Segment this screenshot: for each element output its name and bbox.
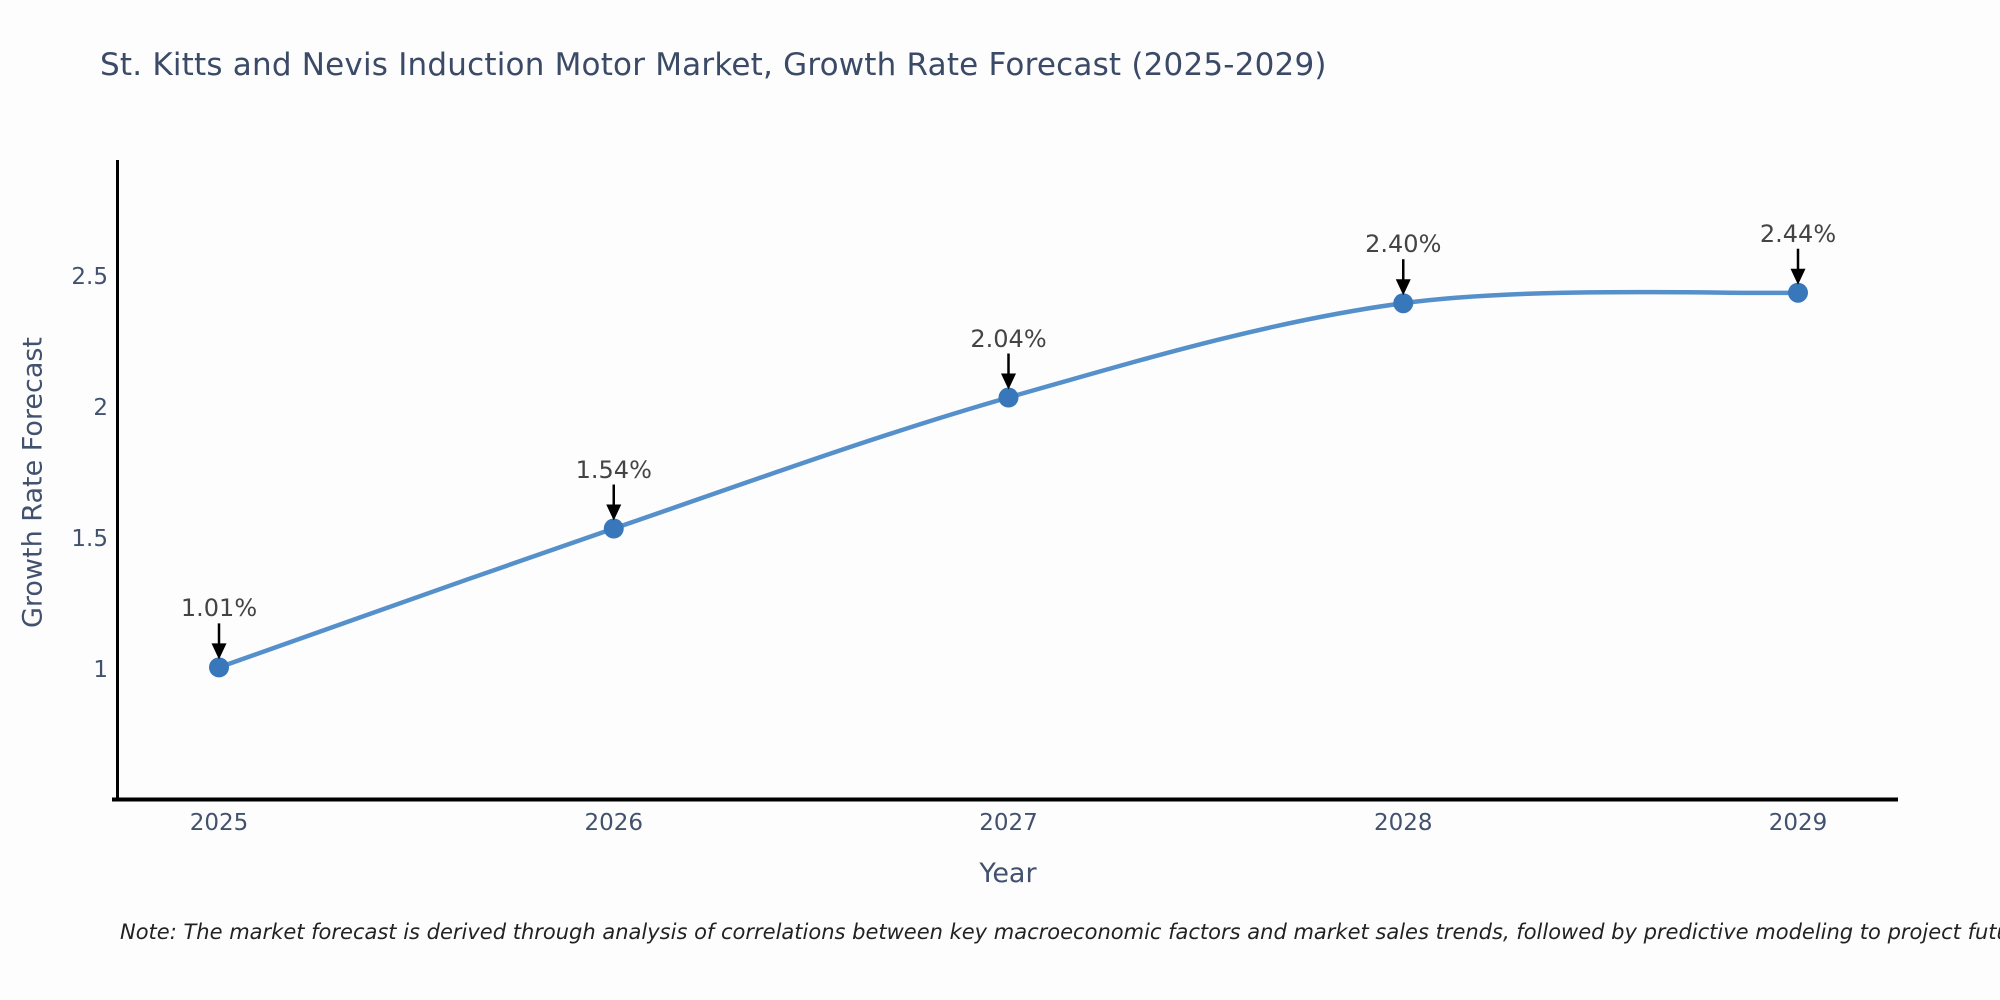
x-tick-label: 2025 xyxy=(189,810,249,836)
data-point-marker xyxy=(1393,293,1414,314)
x-tick-label: 2027 xyxy=(979,810,1038,836)
annotation-arrow-head xyxy=(211,643,227,660)
data-point-marker xyxy=(209,657,229,678)
data-point-marker xyxy=(603,518,624,539)
point-value-label: 2.04% xyxy=(970,324,1047,353)
point-value-label: 1.01% xyxy=(180,594,258,623)
point-value-label: 2.40% xyxy=(1365,230,1442,259)
y-tick-label: 2.5 xyxy=(71,264,108,290)
footnote: Note: The market forecast is derived thr… xyxy=(120,920,2000,944)
x-tick-label: 2029 xyxy=(1768,810,1828,836)
annotation-arrow-head xyxy=(1395,279,1411,296)
point-value-label: 2.44% xyxy=(1759,219,1837,248)
annotation-arrow-head xyxy=(1790,268,1806,285)
x-axis-title: Year xyxy=(979,858,1037,889)
y-tick-label: 2 xyxy=(93,395,108,421)
data-point-marker xyxy=(1788,282,1808,303)
y-tick-label: 1 xyxy=(93,657,108,683)
chart-title: St. Kitts and Nevis Induction Motor Mark… xyxy=(100,47,1327,83)
point-value-label: 1.54% xyxy=(575,455,652,484)
annotation-arrow-head xyxy=(606,504,622,521)
annotation-arrow-head xyxy=(1001,373,1016,390)
y-tick-label: 1.5 xyxy=(71,526,108,552)
x-tick-label: 2028 xyxy=(1373,810,1433,836)
x-tick-label: 2026 xyxy=(584,810,644,836)
data-point-marker xyxy=(998,387,1019,408)
